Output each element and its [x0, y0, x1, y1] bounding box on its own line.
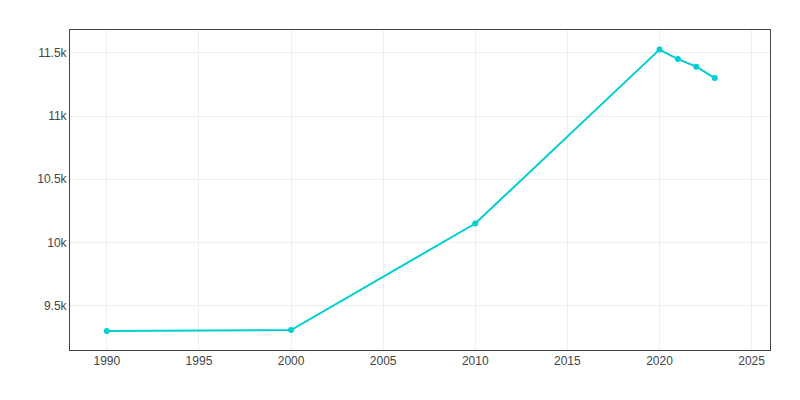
svg-text:9.5k: 9.5k — [44, 299, 68, 313]
svg-text:2015: 2015 — [554, 354, 581, 368]
svg-text:2005: 2005 — [370, 354, 397, 368]
svg-text:10.5k: 10.5k — [37, 172, 67, 186]
svg-text:1990: 1990 — [93, 354, 120, 368]
svg-text:11.5k: 11.5k — [38, 46, 67, 60]
svg-text:2000: 2000 — [278, 354, 305, 368]
svg-text:11k: 11k — [48, 109, 67, 123]
svg-text:2025: 2025 — [738, 354, 765, 368]
svg-text:2010: 2010 — [462, 354, 489, 368]
svg-text:1995: 1995 — [186, 354, 213, 368]
svg-text:10k: 10k — [47, 236, 67, 250]
svg-text:2020: 2020 — [646, 354, 673, 368]
